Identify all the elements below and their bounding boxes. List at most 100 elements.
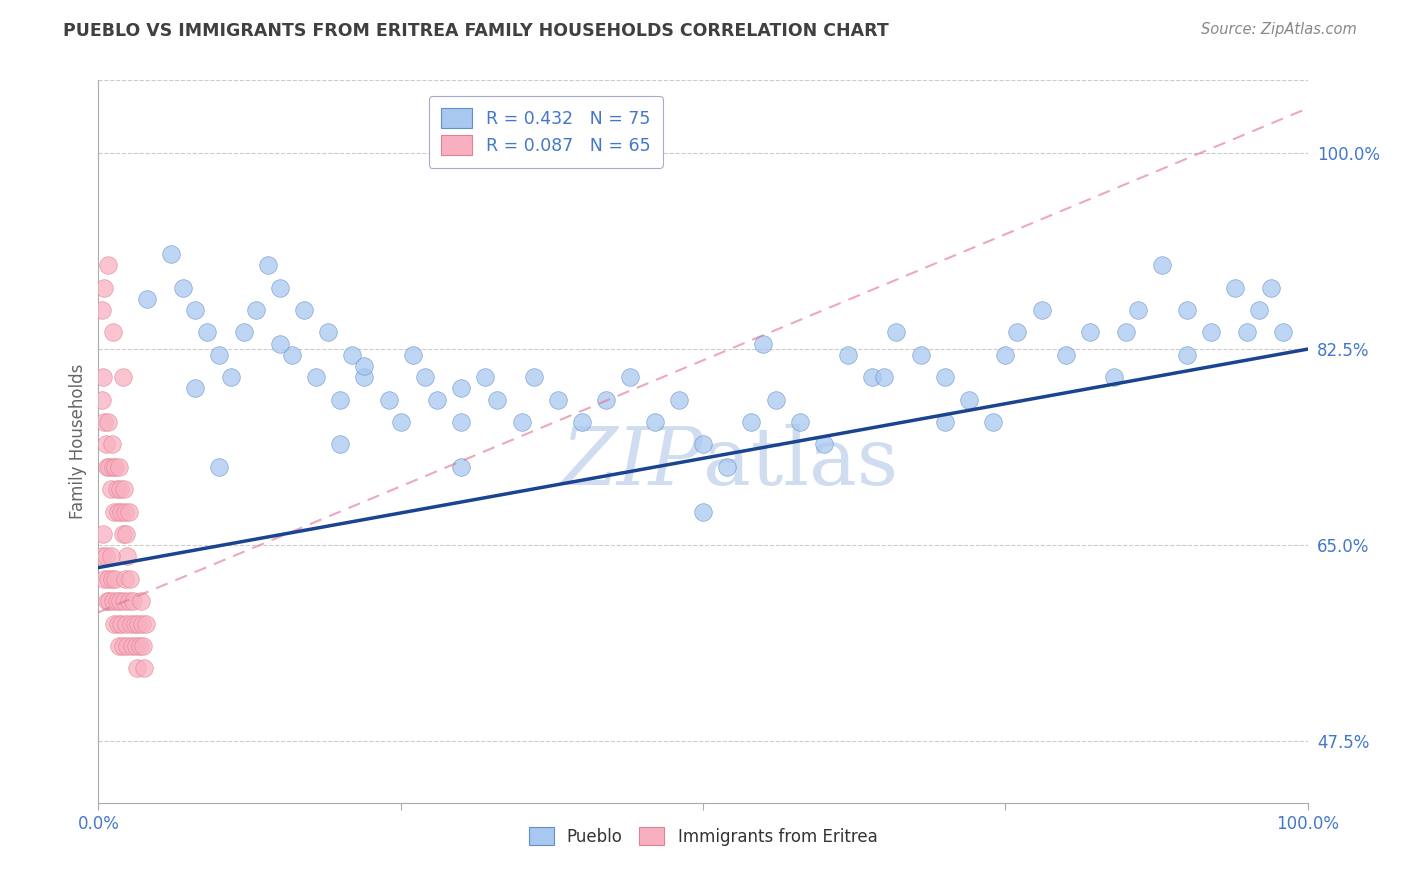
Point bbox=[1175, 348, 1198, 362]
Point bbox=[752, 336, 775, 351]
Point bbox=[208, 459, 231, 474]
Point bbox=[1236, 326, 1258, 340]
Point bbox=[208, 348, 231, 362]
Point bbox=[118, 572, 141, 586]
Point bbox=[245, 302, 267, 317]
Point bbox=[104, 572, 127, 586]
Point bbox=[644, 415, 666, 429]
Point bbox=[510, 415, 533, 429]
Point bbox=[402, 348, 425, 362]
Point bbox=[101, 594, 124, 608]
Point bbox=[329, 437, 352, 451]
Point bbox=[353, 370, 375, 384]
Point bbox=[595, 392, 617, 407]
Point bbox=[115, 616, 138, 631]
Point bbox=[105, 482, 128, 496]
Point bbox=[813, 437, 835, 451]
Point bbox=[886, 326, 908, 340]
Point bbox=[873, 370, 896, 384]
Point bbox=[131, 616, 153, 631]
Point bbox=[100, 549, 122, 564]
Point bbox=[111, 527, 134, 541]
Point bbox=[292, 302, 315, 317]
Point bbox=[1007, 326, 1029, 340]
Point bbox=[486, 392, 509, 407]
Legend: Pueblo, Immigrants from Eritrea: Pueblo, Immigrants from Eritrea bbox=[522, 821, 884, 852]
Point bbox=[97, 572, 120, 586]
Point bbox=[100, 482, 122, 496]
Point bbox=[413, 370, 436, 384]
Point bbox=[994, 348, 1017, 362]
Point bbox=[134, 661, 156, 675]
Point bbox=[329, 392, 352, 407]
Point bbox=[571, 415, 593, 429]
Point bbox=[110, 616, 132, 631]
Point bbox=[547, 392, 569, 407]
Point bbox=[619, 370, 641, 384]
Point bbox=[1260, 280, 1282, 294]
Point bbox=[172, 280, 194, 294]
Point bbox=[1223, 280, 1246, 294]
Point bbox=[118, 594, 141, 608]
Point bbox=[1102, 370, 1125, 384]
Point bbox=[740, 415, 762, 429]
Text: Source: ZipAtlas.com: Source: ZipAtlas.com bbox=[1201, 22, 1357, 37]
Point bbox=[104, 459, 127, 474]
Point bbox=[96, 594, 118, 608]
Point bbox=[100, 437, 122, 451]
Point bbox=[1078, 326, 1101, 340]
Point bbox=[184, 381, 207, 395]
Point bbox=[957, 392, 980, 407]
Point bbox=[1199, 326, 1222, 340]
Point bbox=[523, 370, 546, 384]
Point bbox=[765, 392, 787, 407]
Point bbox=[103, 504, 125, 518]
Point bbox=[97, 415, 120, 429]
Point bbox=[1115, 326, 1137, 340]
Point bbox=[120, 616, 142, 631]
Point bbox=[125, 639, 148, 653]
Point bbox=[450, 415, 472, 429]
Point bbox=[1128, 302, 1150, 317]
Point bbox=[269, 280, 291, 294]
Point bbox=[860, 370, 883, 384]
Point bbox=[127, 661, 149, 675]
Point bbox=[789, 415, 811, 429]
Point bbox=[127, 616, 149, 631]
Point bbox=[101, 459, 124, 474]
Point bbox=[1054, 348, 1077, 362]
Point bbox=[105, 594, 128, 608]
Point bbox=[115, 527, 138, 541]
Point bbox=[112, 482, 135, 496]
Point bbox=[111, 370, 134, 384]
Point bbox=[1272, 326, 1295, 340]
Point bbox=[934, 370, 956, 384]
Point bbox=[132, 639, 155, 653]
Point bbox=[1249, 302, 1271, 317]
Point bbox=[389, 415, 412, 429]
Point bbox=[117, 639, 139, 653]
Point bbox=[1152, 258, 1174, 272]
Point bbox=[716, 459, 738, 474]
Point bbox=[305, 370, 328, 384]
Point bbox=[692, 437, 714, 451]
Point bbox=[256, 258, 278, 272]
Point bbox=[108, 594, 131, 608]
Point bbox=[232, 326, 254, 340]
Point bbox=[93, 572, 115, 586]
Point bbox=[98, 594, 121, 608]
Point bbox=[692, 504, 714, 518]
Point bbox=[114, 572, 136, 586]
Point bbox=[91, 370, 114, 384]
Point bbox=[128, 639, 150, 653]
Point bbox=[110, 504, 132, 518]
Point bbox=[281, 348, 304, 362]
Point bbox=[112, 594, 135, 608]
Point bbox=[94, 549, 117, 564]
Point bbox=[1031, 302, 1053, 317]
Point bbox=[91, 302, 114, 317]
Point bbox=[135, 616, 157, 631]
Point bbox=[97, 258, 120, 272]
Point bbox=[426, 392, 449, 407]
Point bbox=[221, 370, 243, 384]
